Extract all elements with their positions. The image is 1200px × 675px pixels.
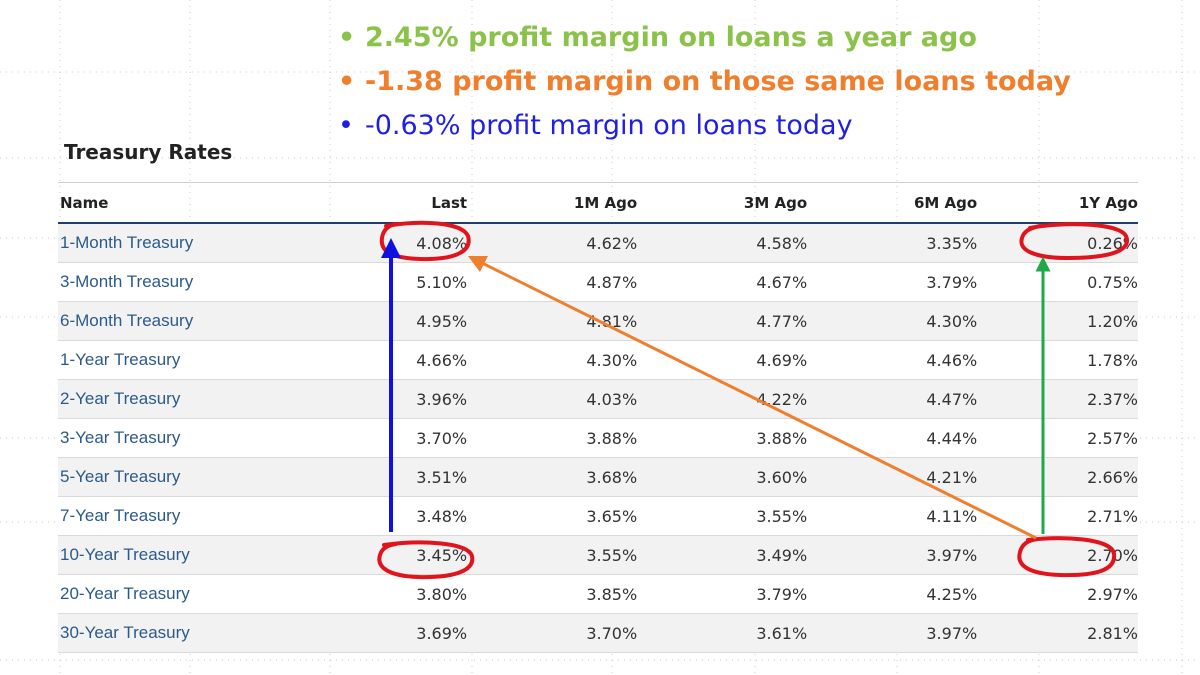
treasury-name-link[interactable]: 30-Year Treasury [58, 613, 326, 653]
rate-cell-1m-ago: 3.70% [467, 613, 638, 653]
table-row: 5-Year Treasury 3.51% 3.68% 3.60% 4.21% 2.66% [58, 457, 1138, 497]
rate-cell-1m-ago: 4.03% [467, 379, 638, 419]
section-title: Treasury Rates [64, 140, 233, 164]
rate-cell-1y-ago: 1.20% [977, 301, 1138, 341]
rate-cell-last: 3.45% [325, 535, 468, 575]
rate-cell-3m-ago: 4.22% [637, 379, 808, 419]
treasury-name-link[interactable]: 5-Year Treasury [58, 457, 326, 497]
rate-cell-last: 5.10% [325, 262, 468, 302]
rate-cell-6m-ago: 3.97% [807, 535, 978, 575]
table-row: 1-Month Treasury 4.08% 4.62% 4.58% 3.35% 0.26… [58, 223, 1138, 263]
treasury-name-link[interactable]: 1-Year Treasury [58, 340, 326, 380]
table-header-row: Name Last 1M Ago 3M Ago 6M Ago 1Y Ago [58, 182, 1138, 224]
table-row: 3-Year Treasury 3.70% 3.88% 3.88% 4.44% 2.57% [58, 418, 1138, 458]
bullet-text: -1.38 profit margin on those same loans … [365, 66, 1071, 97]
table-row: 30-Year Treasury 3.69% 3.70% 3.61% 3.97% 2.81… [58, 613, 1138, 653]
rate-cell-6m-ago: 3.97% [807, 613, 978, 653]
rate-cell-1y-ago: 2.81% [977, 613, 1138, 653]
rate-cell-3m-ago: 4.67% [637, 262, 808, 302]
table-row: 2-Year Treasury 3.96% 4.03% 4.22% 4.47% 2.37% [58, 379, 1138, 419]
table-row: 3-Month Treasury 5.10% 4.87% 4.67% 3.79% 0.75… [58, 262, 1138, 302]
rate-cell-6m-ago: 3.35% [807, 223, 978, 263]
bullet-dot-icon: • [338, 110, 354, 141]
rate-cell-1y-ago: 2.97% [977, 574, 1138, 614]
rate-cell-3m-ago: 4.69% [637, 340, 808, 380]
column-header-1m-ago[interactable]: 1M Ago [467, 182, 638, 224]
rate-cell-1m-ago: 3.88% [467, 418, 638, 458]
rate-cell-last: 4.08% [325, 223, 468, 263]
rate-cell-3m-ago: 3.88% [637, 418, 808, 458]
rate-cell-1y-ago: 1.78% [977, 340, 1138, 380]
treasury-name-link[interactable]: 3-Year Treasury [58, 418, 326, 458]
rate-cell-6m-ago: 4.30% [807, 301, 978, 341]
column-header-name[interactable]: Name [58, 182, 326, 224]
rate-cell-6m-ago: 4.11% [807, 496, 978, 536]
rate-cell-last: 3.96% [325, 379, 468, 419]
bullet-dot-icon: • [338, 66, 356, 97]
rate-cell-3m-ago: 3.79% [637, 574, 808, 614]
rate-cell-1m-ago: 4.30% [467, 340, 638, 380]
rate-cell-3m-ago: 3.49% [637, 535, 808, 575]
bullet-dot-icon: • [338, 22, 356, 53]
rate-cell-1m-ago: 4.62% [467, 223, 638, 263]
rate-cell-last: 4.66% [325, 340, 468, 380]
treasury-name-link[interactable]: 20-Year Treasury [58, 574, 326, 614]
treasury-name-link[interactable]: 2-Year Treasury [58, 379, 326, 419]
bullet-text: -0.63% profit margin on loans today [365, 110, 853, 141]
rate-cell-1y-ago: 0.26% [977, 223, 1138, 263]
rate-cell-6m-ago: 4.21% [807, 457, 978, 497]
rate-cell-3m-ago: 3.61% [637, 613, 808, 653]
rate-cell-last: 4.95% [325, 301, 468, 341]
treasury-rates-table-container: Name Last 1M Ago 3M Ago 6M Ago 1Y Ago 1-… [58, 182, 1138, 653]
rate-cell-6m-ago: 4.44% [807, 418, 978, 458]
bullet-loans-today: • -0.63% profit margin on loans today [338, 104, 1071, 148]
rate-cell-1m-ago: 3.65% [467, 496, 638, 536]
rate-cell-last: 3.48% [325, 496, 468, 536]
rate-cell-3m-ago: 3.55% [637, 496, 808, 536]
treasury-name-link[interactable]: 7-Year Treasury [58, 496, 326, 536]
table-row: 6-Month Treasury 4.95% 4.81% 4.77% 4.30% 1.20… [58, 301, 1138, 341]
column-header-1y-ago[interactable]: 1Y Ago [977, 182, 1138, 224]
treasury-name-link[interactable]: 10-Year Treasury [58, 535, 326, 575]
rate-cell-last: 3.80% [325, 574, 468, 614]
treasury-name-link[interactable]: 6-Month Treasury [58, 301, 326, 341]
column-header-last[interactable]: Last [325, 182, 468, 224]
table-row: 7-Year Treasury 3.48% 3.65% 3.55% 4.11% 2.71% [58, 496, 1138, 536]
table-body: 1-Month Treasury 4.08% 4.62% 4.58% 3.35% 0.26… [58, 223, 1138, 653]
rate-cell-1m-ago: 4.87% [467, 262, 638, 302]
rate-cell-1m-ago: 3.85% [467, 574, 638, 614]
rate-cell-6m-ago: 4.46% [807, 340, 978, 380]
rate-cell-1y-ago: 2.70% [977, 535, 1138, 575]
treasury-name-link[interactable]: 3-Month Treasury [58, 262, 326, 302]
rate-cell-3m-ago: 4.77% [637, 301, 808, 341]
column-header-3m-ago[interactable]: 3M Ago [637, 182, 808, 224]
table-row: 20-Year Treasury 3.80% 3.85% 3.79% 4.25% 2.97… [58, 574, 1138, 614]
rate-cell-3m-ago: 4.58% [637, 223, 808, 263]
rate-cell-1y-ago: 0.75% [977, 262, 1138, 302]
table-row: 1-Year Treasury 4.66% 4.30% 4.69% 4.46% 1.78% [58, 340, 1138, 380]
rate-cell-last: 3.69% [325, 613, 468, 653]
treasury-name-link[interactable]: 1-Month Treasury [58, 223, 326, 263]
rate-cell-1y-ago: 2.37% [977, 379, 1138, 419]
bullet-text: 2.45% profit margin on loans a year ago [365, 22, 977, 53]
rate-cell-1m-ago: 3.55% [467, 535, 638, 575]
rate-cell-1y-ago: 2.57% [977, 418, 1138, 458]
annotation-bullet-list: • 2.45% profit margin on loans a year ag… [338, 16, 1071, 148]
rate-cell-1y-ago: 2.71% [977, 496, 1138, 536]
rate-cell-1y-ago: 2.66% [977, 457, 1138, 497]
rate-cell-6m-ago: 3.79% [807, 262, 978, 302]
rate-cell-1m-ago: 4.81% [467, 301, 638, 341]
rate-cell-last: 3.70% [325, 418, 468, 458]
treasury-rates-table: Name Last 1M Ago 3M Ago 6M Ago 1Y Ago 1-… [58, 182, 1138, 653]
bullet-year-ago-margin: • 2.45% profit margin on loans a year ag… [338, 16, 1071, 60]
rate-cell-6m-ago: 4.25% [807, 574, 978, 614]
table-row: 10-Year Treasury 3.45% 3.55% 3.49% 3.97% 2.70… [58, 535, 1138, 575]
bullet-same-loans-today: • -1.38 profit margin on those same loan… [338, 60, 1071, 104]
rate-cell-last: 3.51% [325, 457, 468, 497]
rate-cell-1m-ago: 3.68% [467, 457, 638, 497]
rate-cell-6m-ago: 4.47% [807, 379, 978, 419]
column-header-6m-ago[interactable]: 6M Ago [807, 182, 978, 224]
rate-cell-3m-ago: 3.60% [637, 457, 808, 497]
